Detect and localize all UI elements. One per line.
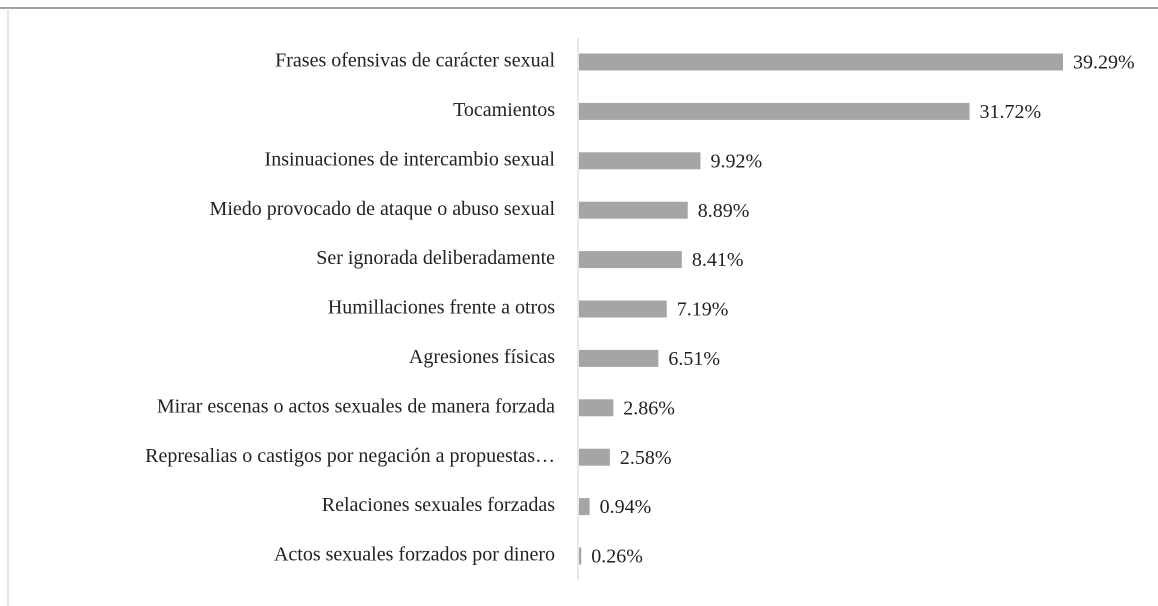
category-label: Relaciones sexuales forzadas — [322, 494, 555, 516]
bar — [579, 349, 659, 367]
category-label: Agresiones físicas — [409, 346, 555, 368]
value-label: 8.41% — [692, 249, 744, 271]
category-label: Represalias o castigos por negación a pr… — [145, 445, 555, 467]
value-label: 9.92% — [710, 150, 762, 172]
bar — [579, 300, 667, 318]
bar — [579, 251, 682, 269]
value-label: 39.29% — [1073, 52, 1135, 74]
category-label: Insinuaciones de intercambio sexual — [265, 148, 556, 170]
bar — [579, 399, 614, 417]
bar — [579, 102, 970, 120]
value-label: 8.89% — [698, 200, 750, 222]
value-label: 31.72% — [980, 101, 1042, 123]
value-label: 6.51% — [668, 348, 720, 370]
bar — [579, 547, 582, 565]
category-label: Ser ignorada deliberadamente — [316, 247, 555, 269]
value-label: 2.86% — [623, 397, 675, 419]
category-label: Frases ofensivas de carácter sexual — [275, 50, 555, 72]
category-label: Miedo provocado de ataque o abuso sexual — [210, 198, 556, 220]
category-label: Mirar escenas o actos sexuales de manera… — [157, 395, 555, 417]
bar — [579, 498, 590, 516]
bar — [579, 448, 610, 466]
category-label: Tocamientos — [453, 99, 555, 121]
category-label: Actos sexuales forzados por dinero — [274, 544, 555, 566]
bar — [579, 53, 1063, 71]
bar — [579, 152, 701, 170]
value-label: 7.19% — [677, 299, 729, 321]
value-label: 0.26% — [591, 546, 643, 568]
bar — [579, 201, 688, 219]
category-label: Humillaciones frente a otros — [328, 297, 555, 319]
value-label: 0.94% — [600, 496, 652, 518]
value-label: 2.58% — [620, 447, 672, 469]
